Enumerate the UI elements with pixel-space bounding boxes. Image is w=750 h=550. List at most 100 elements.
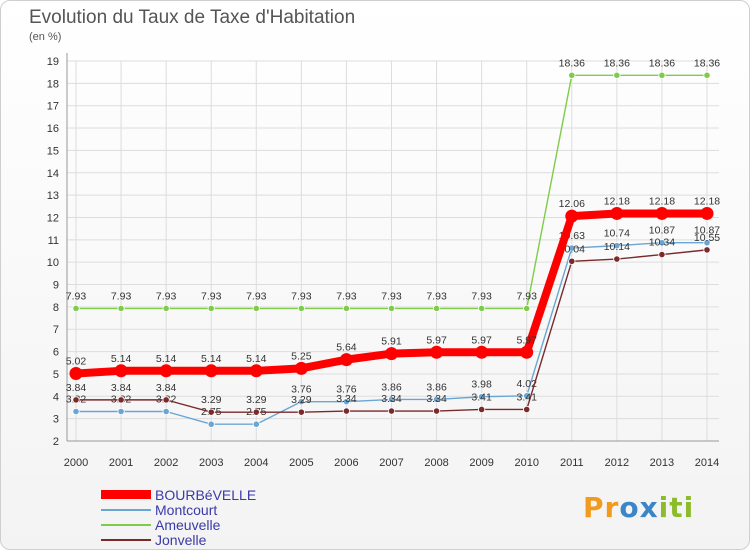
legend-label: BOURBéVELLE xyxy=(155,486,257,503)
data-point xyxy=(117,407,125,416)
x-tick-label: 2003 xyxy=(199,457,223,469)
y-tick-label: 13 xyxy=(47,190,59,202)
x-tick-label: 2014 xyxy=(695,457,719,469)
y-tick-label: 7 xyxy=(53,324,59,336)
data-point xyxy=(162,396,170,404)
data-point xyxy=(387,304,396,313)
data-label: 18.36 xyxy=(559,57,585,69)
data-point xyxy=(658,239,666,247)
data-label: 7.93 xyxy=(426,290,447,302)
data-label: 7.93 xyxy=(156,290,177,302)
data-label: 10.14 xyxy=(604,241,630,253)
data-label: 3.84 xyxy=(66,382,87,394)
chart-title: Evolution du Taux de Taxe d'Habitation xyxy=(29,7,356,28)
data-point xyxy=(613,71,621,79)
data-point xyxy=(69,366,83,380)
data-point xyxy=(162,407,170,416)
y-tick-label: 12 xyxy=(47,212,59,224)
data-point xyxy=(207,304,215,313)
data-label: 5.91 xyxy=(381,336,402,348)
data-label: 7.93 xyxy=(291,290,312,302)
x-tick-label: 2000 xyxy=(64,457,88,469)
data-point xyxy=(523,392,531,400)
logo-letter: x xyxy=(639,491,659,524)
data-point xyxy=(385,347,398,361)
logo-letter: t xyxy=(669,491,684,524)
data-point xyxy=(432,304,441,313)
data-point xyxy=(117,304,125,313)
data-point xyxy=(658,71,666,79)
data-point xyxy=(207,408,215,416)
legend-swatch xyxy=(101,508,151,511)
data-label: 7.93 xyxy=(471,290,492,302)
legend-item: Ameuvelle xyxy=(101,517,256,533)
data-point xyxy=(432,407,441,415)
data-point xyxy=(610,206,624,220)
data-label: 3.98 xyxy=(471,379,492,391)
data-point xyxy=(297,304,305,313)
data-point xyxy=(568,244,576,252)
data-point xyxy=(520,345,534,359)
data-label: 5.14 xyxy=(111,353,132,365)
data-label: 10.87 xyxy=(649,225,675,237)
data-point xyxy=(117,396,125,404)
data-point xyxy=(159,364,173,378)
data-point xyxy=(523,304,531,313)
data-point xyxy=(249,364,263,378)
data-label: 12.06 xyxy=(559,198,585,210)
data-label: 3.86 xyxy=(426,381,447,393)
proxiti-logo: Proxiti xyxy=(583,491,694,524)
y-tick-label: 18 xyxy=(47,78,59,90)
data-point xyxy=(252,408,260,416)
data-label: 3.34 xyxy=(336,393,357,405)
legend-swatch xyxy=(101,523,151,526)
data-point xyxy=(703,246,711,254)
legend-item: Montcourt xyxy=(101,502,256,518)
data-label: 5.97 xyxy=(471,334,492,346)
data-point xyxy=(655,206,669,220)
data-point xyxy=(523,405,531,414)
y-tick-label: 10 xyxy=(47,257,59,269)
data-point xyxy=(72,396,80,404)
y-tick-label: 8 xyxy=(53,302,59,314)
x-tick-label: 2005 xyxy=(289,457,313,469)
logo-letter: o xyxy=(619,491,640,524)
data-point xyxy=(613,242,621,250)
data-label: 18.36 xyxy=(604,57,630,69)
data-point xyxy=(342,407,351,415)
data-label: 3.84 xyxy=(111,382,132,394)
data-label: 12.18 xyxy=(694,195,720,207)
data-label: 5.97 xyxy=(516,334,537,346)
data-label: 3.34 xyxy=(381,393,402,405)
y-tick-label: 11 xyxy=(48,235,59,247)
data-label: 7.93 xyxy=(246,290,267,302)
legend-swatch xyxy=(101,538,151,541)
x-tick-label: 2008 xyxy=(424,457,448,469)
y-tick-label: 2 xyxy=(53,436,59,448)
data-label: 10.87 xyxy=(694,225,720,237)
data-point xyxy=(387,395,396,404)
data-label: 7.93 xyxy=(201,290,222,302)
data-point xyxy=(207,420,215,428)
data-point xyxy=(339,353,353,367)
data-label: 3.41 xyxy=(471,391,492,403)
data-label: 5.14 xyxy=(246,353,267,365)
data-point xyxy=(297,398,305,406)
data-label: 5.14 xyxy=(201,353,222,365)
data-label: 12.18 xyxy=(604,195,630,207)
data-label: 3.34 xyxy=(426,393,447,405)
data-point xyxy=(613,255,621,263)
data-label: 18.36 xyxy=(694,57,720,69)
logo-letter: r xyxy=(604,491,620,524)
data-label: 3.29 xyxy=(246,394,267,406)
data-point xyxy=(162,304,170,313)
data-point xyxy=(478,405,486,414)
data-point xyxy=(252,420,260,428)
data-label: 5.64 xyxy=(336,342,357,354)
y-tick-label: 9 xyxy=(53,280,59,292)
y-tick-label: 6 xyxy=(53,347,59,359)
data-label: 3.86 xyxy=(381,381,402,393)
data-label: 18.36 xyxy=(649,57,675,69)
logo-letter: i xyxy=(658,491,670,524)
